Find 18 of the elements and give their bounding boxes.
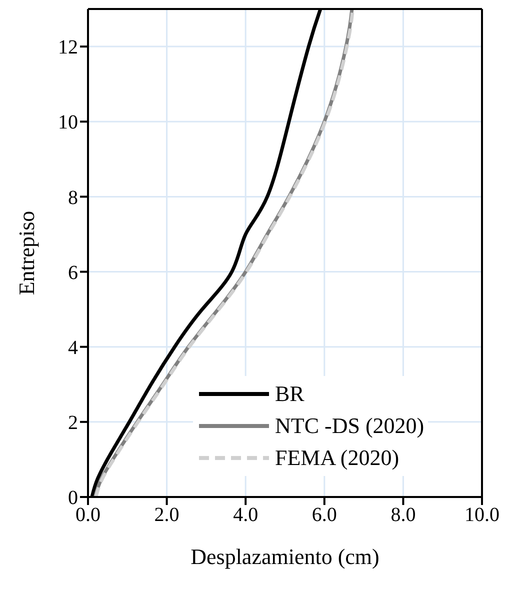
x-tick-label: 2.0 — [154, 504, 180, 526]
x-tick-label: 6.0 — [312, 504, 337, 526]
y-tick-label: 4 — [68, 336, 78, 359]
x-axis-title: Desplazamiento (cm) — [190, 544, 380, 569]
x-tick-label: 10.0 — [464, 504, 500, 526]
y-tick-label: 0 — [68, 487, 78, 510]
legend-label: FEMA (2020) — [275, 445, 400, 471]
legend-label: NTC -DS (2020) — [275, 413, 424, 439]
y-tick-label: 10 — [58, 112, 78, 134]
x-tick-label: 4.0 — [233, 504, 258, 526]
y-tick-label: 12 — [58, 36, 78, 59]
y-tick-label: 2 — [68, 412, 78, 434]
y-tick-label: 6 — [68, 262, 78, 284]
y-tick-label: 8 — [68, 186, 78, 209]
legend-label: BR — [275, 381, 304, 407]
x-tick-label: 8.0 — [390, 504, 416, 526]
y-axis-title: Entrepiso — [14, 210, 39, 296]
x-tick-label: 0.0 — [76, 504, 100, 526]
